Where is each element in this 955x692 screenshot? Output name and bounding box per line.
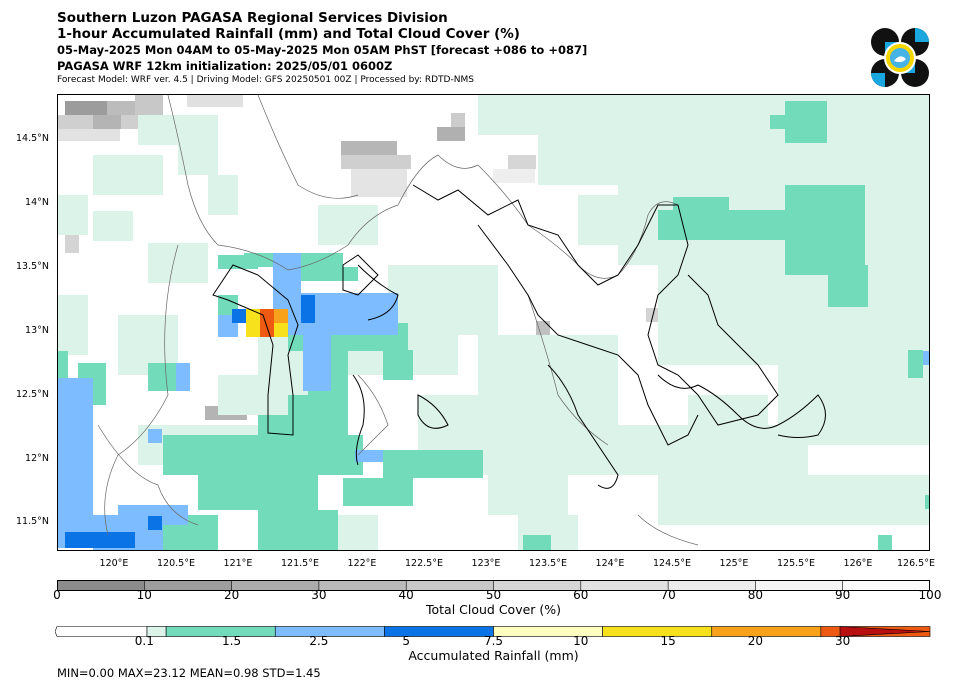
cloud-cover-tick: 80 [747,588,764,602]
rainfall-colorbar [55,626,931,637]
lon-label: 123°E [471,558,501,569]
rainfall-tick: 2.5 [309,634,329,648]
map-canvas [58,95,929,550]
model-info: Forecast Model: WRF ver. 4.5 | Driving M… [57,75,474,85]
cloud-cover-tick: 60 [573,588,589,602]
forecast-map [57,94,930,551]
title-line-2: 1-hour Accumulated Rainfall (mm) and Tot… [57,26,520,42]
lon-label: 122.5°E [405,558,443,569]
cloud-cover-colorbar [57,580,930,591]
rain-5-cells [65,295,315,548]
rainfall-tick: 10 [573,634,589,648]
initialization: PAGASA WRF 12km initialization: 2025/05/… [57,59,393,73]
rain-light-cells [58,95,929,550]
cloud-cover-tick: 30 [311,588,327,602]
rainfall-tick: 20 [747,634,764,648]
lon-label: 121°E [223,558,253,569]
rainfall-tick: 5 [402,634,410,648]
rainfall-title: Accumulated Rainfall (mm) [408,648,579,663]
lon-label: 123.5°E [529,558,567,569]
valid-time: 05-May-2025 Mon 04AM to 05-May-2025 Mon … [57,43,588,57]
cloud-cover-tick: 100 [918,588,942,602]
rainfall-tick: 7.5 [483,634,504,648]
title-line-1: Southern Luzon PAGASA Regional Services … [57,10,448,26]
cloud-cover-tick: 10 [136,588,152,602]
lat-label: 12.5°N [15,389,49,400]
cloud-cover-tick: 90 [835,588,851,602]
lon-label: 126.5°E [897,558,935,569]
lon-label: 124.5°E [653,558,691,569]
lon-label: 125.5°E [777,558,815,569]
lat-label: 13°N [25,325,49,336]
lon-label: 126°E [843,558,873,569]
region-boundaries [212,184,826,489]
pagasa-logo-icon [871,28,929,87]
cloud-cover-tick: 50 [485,588,502,602]
rainfall-tick: 30 [835,634,851,648]
statistics: MIN=0.00 MAX=23.12 MEAN=0.98 STD=1.45 [57,666,321,680]
cloud-cover-title: Total Cloud Cover (%) [425,602,562,617]
rainfall-tick: 1.5 [222,634,242,648]
rainfall-swatch [839,626,931,637]
cloud-cover-tick: 0 [53,588,61,602]
forecast-grid [58,95,929,550]
lat-label: 14°N [25,197,49,208]
cloud-cover-tick: 40 [398,588,414,602]
lat-label: 13.5°N [15,261,49,272]
lat-label: 14.5°N [15,133,49,144]
lon-label: 121.5°E [281,558,319,569]
lon-label: 120.5°E [157,558,195,569]
lon-label: 125°E [719,558,749,569]
cloud-cover-tick: 20 [223,588,240,602]
rain-max-cells [246,309,288,337]
cloud-cover-tick: 70 [660,588,676,602]
lat-label: 11.5°N [15,516,49,527]
rainfall-tick: 15 [660,634,676,648]
cloud-cover-swatch [842,580,930,591]
lat-label: 12°N [25,453,49,464]
lon-label: 120°E [99,558,129,569]
lon-label: 122°E [347,558,377,569]
lon-label: 124°E [595,558,625,569]
rainfall-tick: 0.1 [134,634,154,648]
